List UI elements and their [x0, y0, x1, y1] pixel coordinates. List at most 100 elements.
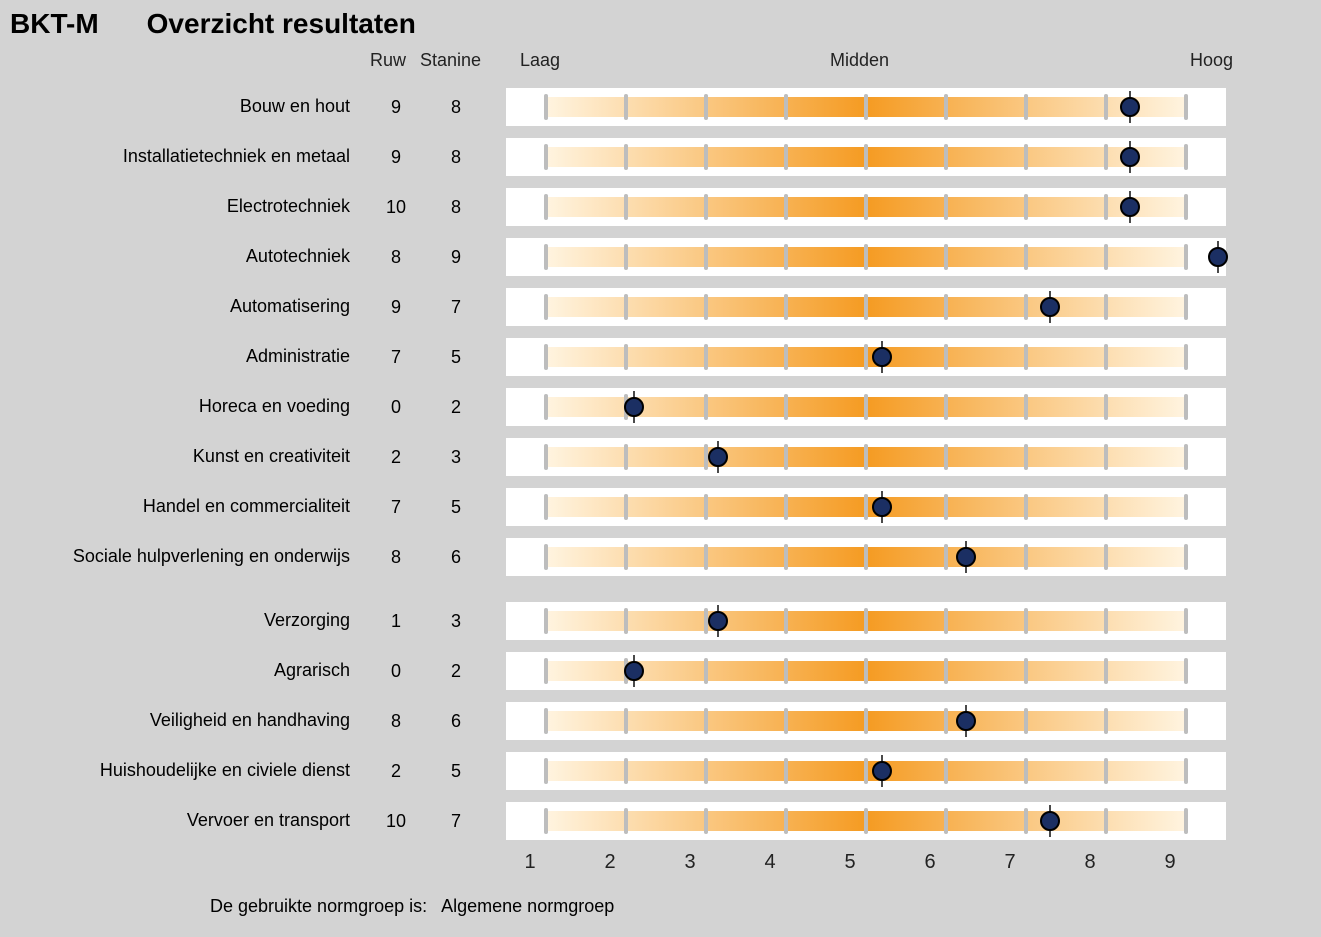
stanine-bar: [506, 238, 1226, 276]
title-row: BKT-M Overzicht resultaten: [10, 8, 1311, 40]
stanine-tick: [944, 444, 948, 470]
stanine-tick: [1024, 708, 1028, 734]
row-stanine: 8: [426, 197, 486, 218]
row-stanine: 6: [426, 711, 486, 732]
stanine-tick: [1104, 544, 1108, 570]
row-stanine: 8: [426, 97, 486, 118]
title-heading: Overzicht resultaten: [147, 8, 416, 40]
footer-label: De gebruikte normgroep is:: [210, 896, 427, 916]
stanine-tick: [1184, 708, 1188, 734]
row-stanine: 7: [426, 297, 486, 318]
stanine-tick: [624, 144, 628, 170]
row-label: Autotechniek: [10, 247, 366, 267]
stanine-tick: [704, 758, 708, 784]
row-stanine: 5: [426, 347, 486, 368]
stanine-tick: [864, 244, 868, 270]
chart-row: Automatisering97: [10, 284, 1311, 330]
stanine-tick: [704, 544, 708, 570]
row-stanine: 2: [426, 397, 486, 418]
stanine-tick: [784, 608, 788, 634]
stanine-tick: [1024, 444, 1028, 470]
stanine-tick: [544, 494, 548, 520]
stanine-tick: [1104, 608, 1108, 634]
stanine-marker: [624, 397, 644, 417]
title-code: BKT-M: [10, 8, 99, 40]
row-stanine: 2: [426, 661, 486, 682]
stanine-tick: [624, 544, 628, 570]
stanine-tick: [704, 294, 708, 320]
stanine-tick: [1024, 758, 1028, 784]
stanine-marker: [708, 611, 728, 631]
stanine-bar: [506, 88, 1226, 126]
stanine-tick: [944, 658, 948, 684]
stanine-tick: [544, 244, 548, 270]
stanine-tick: [704, 394, 708, 420]
stanine-tick: [1024, 608, 1028, 634]
stanine-tick: [1184, 608, 1188, 634]
stanine-tick: [864, 144, 868, 170]
stanine-tick: [1104, 808, 1108, 834]
chart-row: Administratie75: [10, 334, 1311, 380]
stanine-tick: [544, 758, 548, 784]
stanine-bar: [506, 388, 1226, 426]
stanine-tick: [544, 344, 548, 370]
stanine-tick: [704, 144, 708, 170]
stanine-tick: [544, 544, 548, 570]
stanine-tick: [864, 658, 868, 684]
stanine-marker: [872, 347, 892, 367]
row-ruw: 7: [366, 497, 426, 518]
stanine-tick: [1104, 444, 1108, 470]
stanine-tick: [944, 758, 948, 784]
stanine-tick: [624, 494, 628, 520]
stanine-tick: [1024, 344, 1028, 370]
row-ruw: 9: [366, 147, 426, 168]
footer-value: Algemene normgroep: [441, 896, 614, 916]
stanine-tick: [704, 94, 708, 120]
stanine-tick: [1024, 808, 1028, 834]
axis-tick-label: 4: [764, 851, 775, 874]
stanine-tick: [1104, 244, 1108, 270]
stanine-tick: [1024, 658, 1028, 684]
stanine-bar: [506, 652, 1226, 690]
scale-high-label: Hoog: [1190, 50, 1233, 71]
stanine-tick: [1104, 294, 1108, 320]
row-ruw: 2: [366, 447, 426, 468]
stanine-tick: [1104, 708, 1108, 734]
chart-row: Installatietechniek en metaal98: [10, 134, 1311, 180]
axis-tick-label: 2: [604, 851, 615, 874]
stanine-tick: [864, 758, 868, 784]
stanine-tick: [624, 758, 628, 784]
stanine-tick: [1184, 144, 1188, 170]
row-ruw: 10: [366, 197, 426, 218]
stanine-tick: [864, 708, 868, 734]
stanine-tick: [544, 808, 548, 834]
stanine-tick: [544, 194, 548, 220]
stanine-tick: [864, 294, 868, 320]
stanine-tick: [944, 708, 948, 734]
row-ruw: 0: [366, 661, 426, 682]
row-label: Installatietechniek en metaal: [10, 147, 366, 167]
stanine-tick: [784, 708, 788, 734]
stanine-marker: [708, 447, 728, 467]
chart-row: Vervoer en transport107: [10, 798, 1311, 844]
stanine-tick: [784, 808, 788, 834]
row-ruw: 8: [366, 247, 426, 268]
chart-row: Electrotechniek108: [10, 184, 1311, 230]
stanine-tick: [944, 808, 948, 834]
stanine-tick: [784, 758, 788, 784]
stanine-tick: [1104, 194, 1108, 220]
stanine-tick: [1024, 244, 1028, 270]
row-stanine: 5: [426, 497, 486, 518]
stanine-tick: [544, 708, 548, 734]
stanine-bar: [506, 702, 1226, 740]
chart-row: Kunst en creativiteit23: [10, 434, 1311, 480]
results-overview: BKT-M Overzicht resultaten Ruw Stanine L…: [0, 0, 1321, 937]
stanine-tick: [1184, 494, 1188, 520]
scale-low-label: Laag: [520, 50, 560, 71]
chart-row: Sociale hulpverlening en onderwijs86: [10, 534, 1311, 580]
stanine-marker: [1120, 97, 1140, 117]
stanine-bar: [506, 288, 1226, 326]
stanine-tick: [1104, 144, 1108, 170]
row-ruw: 10: [366, 811, 426, 832]
row-label: Veiligheid en handhaving: [10, 711, 366, 731]
